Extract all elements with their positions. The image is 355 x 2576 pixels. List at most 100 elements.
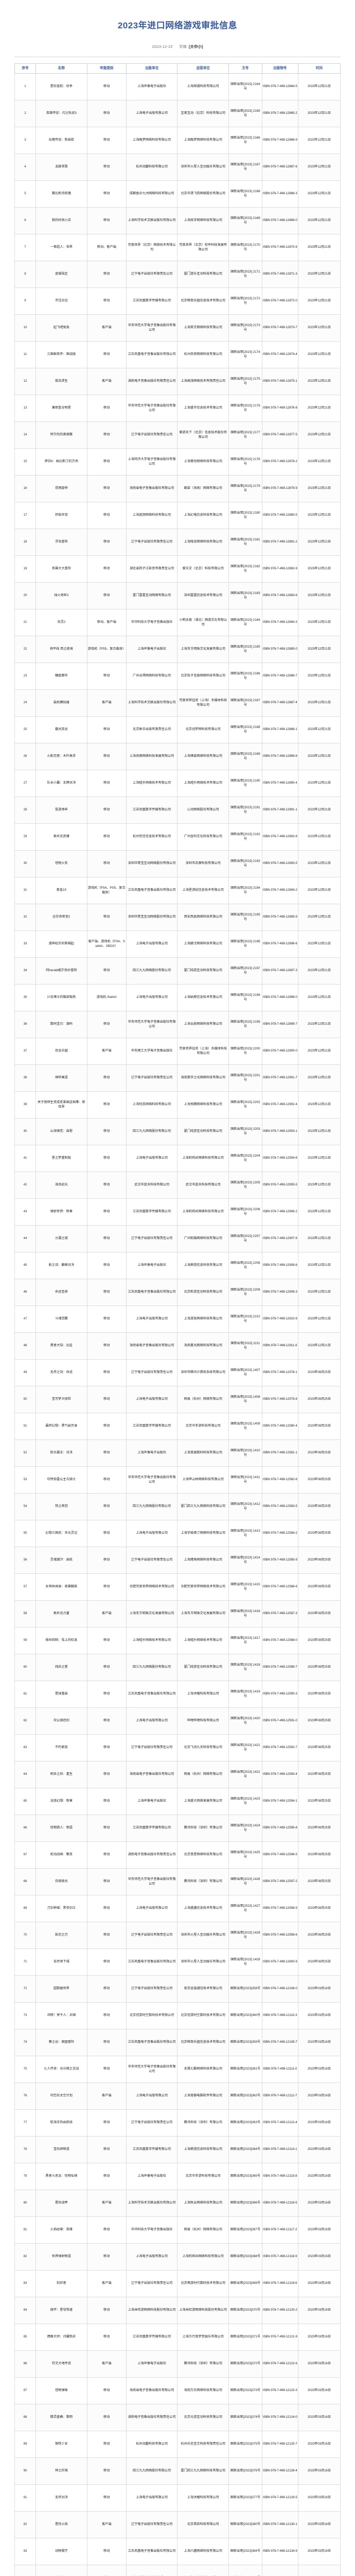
cell-name: 星之梦重制版 bbox=[36, 1144, 87, 1172]
table-row: 68 白夜极光 移动 华东师范大学电子音像出版社有限公司 腾讯科技（深圳）有限公司 国新出… bbox=[14, 1868, 341, 1895]
bracket-close: ] bbox=[202, 44, 203, 49]
cell-index: 32 bbox=[14, 903, 37, 931]
cell-operator: 上海盛趣信息技术有限公司 bbox=[177, 1894, 229, 1922]
cell-operator: 上海融梦网络科技有限公司 bbox=[177, 126, 229, 154]
cell-category: 移动 bbox=[86, 2484, 127, 2512]
cell-isbn: ISBN 978-7-498-12901-7 bbox=[261, 1064, 298, 1092]
cell-category: 客户端 bbox=[86, 1037, 127, 1065]
cell-publisher: 辽宁电子出版社有限责任公司 bbox=[126, 1359, 178, 1386]
table-header-col-doc-number[interactable]: 文号 bbox=[228, 63, 262, 74]
cell-operator: 上海育碧电脑软件有限公司 bbox=[177, 2082, 229, 2110]
cell-doc-number: 国新出审[2023] 1424号 bbox=[228, 1814, 262, 1842]
cell-index: 62 bbox=[14, 1707, 37, 1735]
cell-index: 3 bbox=[14, 126, 37, 154]
cell-doc-number: 国新出审[2023] 2185号 bbox=[228, 635, 262, 663]
cell-publisher: 上海同济大学电子音像出版社有限公司 bbox=[126, 448, 178, 476]
cell-doc-number: 国新出审[2023] 2169号 bbox=[228, 207, 262, 234]
cell-index: 8 bbox=[14, 260, 37, 288]
cell-doc-number: 国新出审[2023] 1417号 bbox=[228, 1626, 262, 1654]
cell-time: 2023年12月21日 bbox=[297, 421, 341, 449]
cell-time: 2023年03月16日 bbox=[297, 2430, 341, 2458]
cell-time: 2023年12月21日 bbox=[297, 1144, 341, 1172]
cell-index: 16 bbox=[14, 474, 37, 502]
cell-doc-number: 国新出审[2023] 1422号 bbox=[228, 1760, 262, 1788]
cell-category: 移动 bbox=[86, 1225, 127, 1252]
cell-index: 86 bbox=[14, 2350, 37, 2378]
cell-operator: 腾讯科技（深圳）有限公司 bbox=[177, 2350, 229, 2378]
table-header-col-publisher[interactable]: 出版单位 bbox=[126, 63, 178, 74]
table-header-col-index[interactable]: 序号 bbox=[14, 63, 37, 74]
cell-category: 移动 bbox=[86, 2430, 127, 2458]
font-size-small-button[interactable]: 小 bbox=[198, 44, 202, 49]
cell-index: 69 bbox=[14, 1894, 37, 1922]
table-header-col-category[interactable]: 申报类别 bbox=[86, 63, 127, 74]
cell-operator: 深圳雷霆信息技术有限公司 bbox=[177, 582, 229, 609]
cell-isbn: ISBN 978-7-498-12594-1 bbox=[261, 1787, 298, 1815]
cell-publisher: 海南省电子音像出版社有限公司 bbox=[126, 474, 178, 502]
cell-operator: 网易（杭州）网络有限公司 bbox=[177, 1760, 229, 1788]
table-row: 47 斗魂觉醒 移动 上海电子出版有限公司 上海游族网络科技有限公司 国新出审[2023]… bbox=[14, 1305, 341, 1333]
cell-time: 2023年12月21日 bbox=[297, 1225, 341, 1252]
table-row: 55 幻想三国志：天元灵记 移动 上海电子出版有限公司 上海宇峻奥汀网络科技有限公司 国新… bbox=[14, 1519, 341, 1547]
cell-time: 2023年12月21日 bbox=[297, 689, 341, 717]
cell-time: 2023年08月25日 bbox=[297, 1546, 341, 1574]
table-row: 34 阿herald威尔奇妙冒险 移动 四三九九网络股份有限公司 厦门纯游互动科技有限公… bbox=[14, 957, 341, 985]
cell-category: 移动 bbox=[86, 1760, 127, 1788]
cell-doc-number: 国新出审[2023] 2200号 bbox=[228, 1037, 262, 1065]
table-row: 56 灵魂潮汐：启航 移动 辽宁电子出版社有限责任公司 上海鹰角网络科技有限公司 国新出审… bbox=[14, 1546, 341, 1574]
cell-index: 84 bbox=[14, 2296, 37, 2324]
cell-category: 移动 bbox=[86, 1305, 127, 1333]
table-header-col-isbn[interactable]: 出版物号 bbox=[261, 63, 298, 74]
cell-operator: 掌游天下（北京）信息技术股份有限公司 bbox=[177, 421, 229, 449]
cell-isbn: ISBN 978-7-498-12588-0 bbox=[261, 1626, 298, 1654]
cell-isbn: ISBN 978-7-498-12109-7 bbox=[261, 2028, 298, 2056]
font-size-medium-button[interactable]: 中 bbox=[194, 44, 198, 49]
cell-name: 怪物猎人：物语 bbox=[36, 1814, 87, 1842]
cell-time: 2023年03月16日 bbox=[297, 1975, 341, 2003]
cell-doc-number: 国新出审[2023]376号 bbox=[228, 2457, 262, 2485]
cell-category: 移动 bbox=[86, 1519, 127, 1547]
cell-operator: 杭州凤侠网络科技有限公司 bbox=[177, 341, 229, 368]
cell-name: 宿命回响：弦上的叹息 bbox=[36, 1626, 87, 1654]
cell-index: 90 bbox=[14, 2457, 37, 2485]
table-header-col-operator[interactable]: 运营单位 bbox=[177, 63, 229, 74]
cell-category: 移动 bbox=[86, 1787, 127, 1815]
cell-time: 2023年12月21日 bbox=[297, 233, 341, 261]
cell-category: 客户端、游戏机（PS4、Switch、XBOX） bbox=[86, 930, 127, 958]
table-header-col-time[interactable]: 时间 bbox=[297, 63, 341, 74]
font-size-large-button[interactable]: 大 bbox=[190, 44, 194, 49]
cell-publisher: 江苏凤凰数字传媒有限公司 bbox=[126, 1814, 178, 1842]
cell-index: 83 bbox=[14, 2269, 37, 2297]
cell-publisher: 湖北省扬子江影音有限责任公司 bbox=[126, 555, 178, 583]
cell-time: 2023年08月25日 bbox=[297, 1948, 341, 1976]
cell-isbn: ISBN 978-7-498-12864-5 bbox=[261, 73, 298, 100]
cell-operator: 上海蛙扑网络技术有限公司 bbox=[177, 769, 229, 797]
cell-publisher: 湖南电子音像出版社有限责任公司 bbox=[126, 367, 178, 395]
cell-operator: 北京畅游时代数码技术有限公司 bbox=[177, 2269, 229, 2297]
cell-name: 钢铁少女 bbox=[36, 2430, 87, 2458]
table-row: 91 无尽对决 移动 上海电子出版有限公司 上海沐瞳科技有限公司 国新出审[2023]37… bbox=[14, 2484, 341, 2512]
cell-operator: 海南曼光网络科技有限公司 bbox=[177, 1332, 229, 1360]
cell-isbn: ISBN 978-7-498-12871-3 bbox=[261, 260, 298, 288]
cell-isbn: ISBN 978-7-498-12885-0 bbox=[261, 635, 298, 663]
cell-isbn: ISBN 978-7-498-12867-6 bbox=[261, 153, 298, 181]
cell-name: 川岛博士的脑部锻炼 bbox=[36, 984, 87, 1011]
table-row: 92 星际火线 客户端 辽宁电子出版社有限责任公司 北京首亚科技有限公司 国新出审[202… bbox=[14, 2511, 341, 2538]
cell-doc-number: 国新出审[2023]371号 bbox=[228, 2323, 262, 2351]
table-row: 83 封印者 客户端 辽宁电子出版社有限责任公司 北京畅游时代数码技术有限公司 国新出审[… bbox=[14, 2269, 341, 2297]
cell-index: 60 bbox=[14, 1653, 37, 1681]
cell-category: 移动 bbox=[86, 1868, 127, 1895]
cell-category: 移动 bbox=[86, 2216, 127, 2244]
cell-isbn: ISBN 978-7-498-12599-6 bbox=[261, 1921, 298, 1949]
cell-index: 12 bbox=[14, 367, 37, 395]
cell-category: 移动 bbox=[86, 662, 127, 690]
cell-isbn: ISBN 978-7-498-12131-8 bbox=[261, 2564, 298, 2576]
cell-index: 40 bbox=[14, 1117, 37, 1145]
table-row: 87 怪物弹珠 移动 海南省电子音像出版社有限公司 海南万乐网络科技有限公司 国新出审[2… bbox=[14, 2377, 341, 2404]
cell-time: 2023年03月16日 bbox=[297, 2002, 341, 2029]
cell-time: 2023年08月25日 bbox=[297, 1734, 341, 1761]
cell-operator: 北京中手游科技有限公司 bbox=[177, 2162, 229, 2190]
table-header-col-name[interactable]: 名称 bbox=[36, 63, 87, 74]
cell-time: 2023年03月16日 bbox=[297, 2136, 341, 2163]
cell-time: 2023年08月25日 bbox=[297, 1600, 341, 1628]
